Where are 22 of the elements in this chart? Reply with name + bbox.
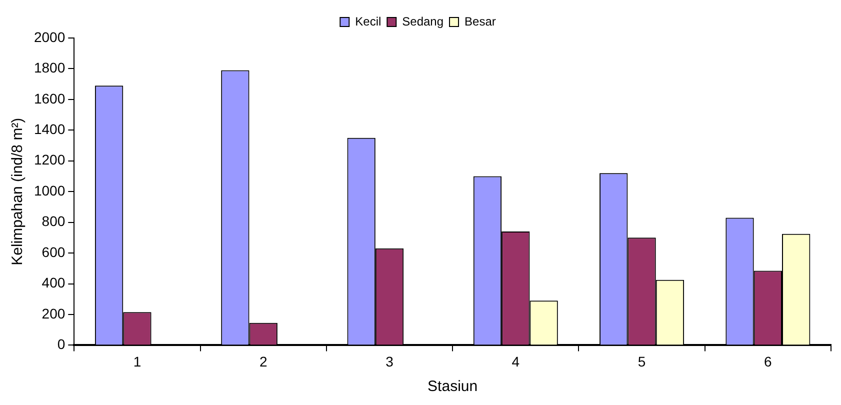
y-tick-label: 1400 (34, 121, 66, 138)
y-tick-label: 1800 (34, 60, 66, 76)
y-tick-label: 1000 (34, 182, 66, 198)
x-axis-title: Stasiun (428, 378, 478, 396)
legend-label: Sedang (402, 14, 444, 28)
x-tick-label: 6 (764, 353, 772, 370)
y-tick-label: 1600 (34, 90, 66, 106)
x-tick-label: 5 (638, 353, 646, 370)
x-tick-label: 4 (512, 353, 520, 370)
y-tick-label: 200 (42, 305, 66, 322)
y-tick-label: 2000 (34, 28, 66, 45)
y-tick-label: 0 (57, 336, 66, 352)
y-axis-title: Kelimpahan (ind/8 m²) (9, 118, 26, 266)
legend-label: Besar (464, 14, 496, 28)
y-tick-label: 800 (42, 213, 66, 230)
x-tick-label: 3 (386, 353, 394, 370)
legend-label: Kecil (355, 14, 382, 28)
y-tick-label: 600 (42, 244, 66, 260)
y-tick-label: 1200 (34, 152, 66, 168)
y-tick-label: 400 (42, 274, 66, 291)
x-tick-label: 1 (133, 353, 142, 370)
x-tick-label: 2 (259, 353, 268, 370)
